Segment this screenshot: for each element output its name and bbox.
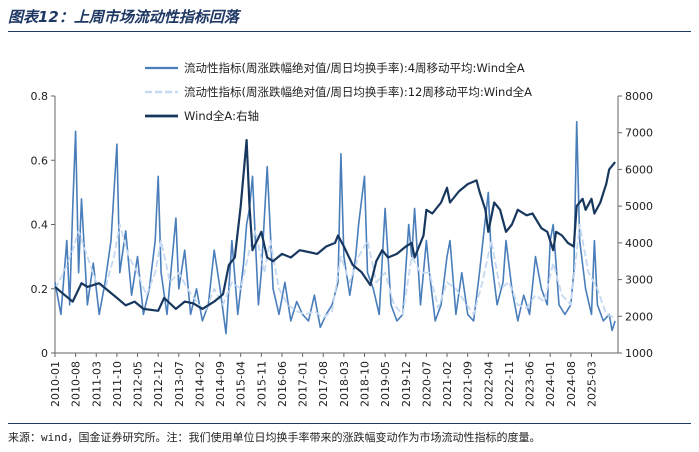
left-tick-label: 0 [41, 347, 48, 360]
x-tick-label: 2024-08 [565, 361, 578, 407]
series-wind-line [54, 139, 616, 312]
x-tick-label: 2020-07 [420, 361, 433, 407]
x-tick-label: 2014-02 [193, 361, 206, 407]
x-tick-label: 2025-03 [585, 361, 598, 407]
x-tick-label: 2015-11 [255, 361, 268, 407]
right-tick-label: 4000 [625, 237, 653, 250]
x-tick-label: 2024-01 [544, 361, 557, 407]
x-tick-label: 2023-06 [524, 361, 537, 407]
x-tick-label: 2011-03 [90, 361, 103, 407]
source-note: 来源：wind，国金证券研究所。注：我们使用单位日均换手率带来的涨跌幅变动作为市… [8, 431, 541, 444]
x-tick-label: 2013-07 [173, 361, 186, 407]
x-tick-label: 2019-12 [400, 361, 413, 407]
right-tick-label: 5000 [625, 200, 653, 213]
x-tick-label: 2018-10 [359, 361, 372, 407]
x-tick-label: 2010-08 [70, 361, 83, 407]
right-tick-label: 7000 [625, 127, 653, 140]
right-tick-label: 6000 [625, 163, 653, 176]
x-tick-label: 2022-11 [503, 361, 516, 407]
x-tick-label: 2012-05 [132, 361, 145, 407]
x-tick-label: 2011-10 [111, 361, 124, 407]
x-tick-label: 2016-06 [276, 361, 289, 407]
x-tick-label: 2019-05 [379, 361, 392, 407]
x-tick-label: 2010-01 [49, 361, 62, 407]
x-tick-label: 2021-02 [441, 361, 454, 407]
x-tick-label: 2017-08 [317, 361, 330, 407]
figure-title: 图表12：上周市场流动性指标回落 [8, 8, 239, 26]
legend-wind-label: Wind全A:右轴 [184, 109, 259, 123]
right-tick-label: 8000 [625, 90, 653, 103]
legend-ma12-label: 流动性指标(周涨跌幅绝对值/周日均换手率):12周移动平均:Wind全A [184, 85, 532, 99]
title-divider [8, 31, 691, 32]
x-tick-label: 2022-04 [482, 361, 495, 407]
left-tick-label: 0.8 [31, 90, 49, 103]
x-tick-label: 2021-09 [462, 361, 475, 407]
x-tick-label: 2017-01 [297, 361, 310, 407]
x-tick-label: 2015-04 [235, 361, 248, 407]
x-tick-label: 2014-09 [214, 361, 227, 407]
footer-divider [8, 423, 691, 424]
left-tick-label: 0.2 [31, 283, 49, 296]
right-tick-label: 1000 [625, 347, 653, 360]
x-tick-label: 2012-12 [152, 361, 165, 407]
x-tick-label: 2018-03 [338, 361, 351, 407]
legend-ma4-label: 流动性指标(周涨跌幅绝对值/周日均换手率):4周移动平均:Wind全A [184, 61, 525, 75]
right-tick-label: 3000 [625, 274, 653, 287]
right-tick-label: 2000 [625, 310, 653, 323]
left-tick-label: 0.6 [31, 154, 49, 167]
left-tick-label: 0.4 [31, 219, 49, 232]
series-ma4-line [54, 120, 616, 335]
series-ma12-line [54, 223, 616, 319]
